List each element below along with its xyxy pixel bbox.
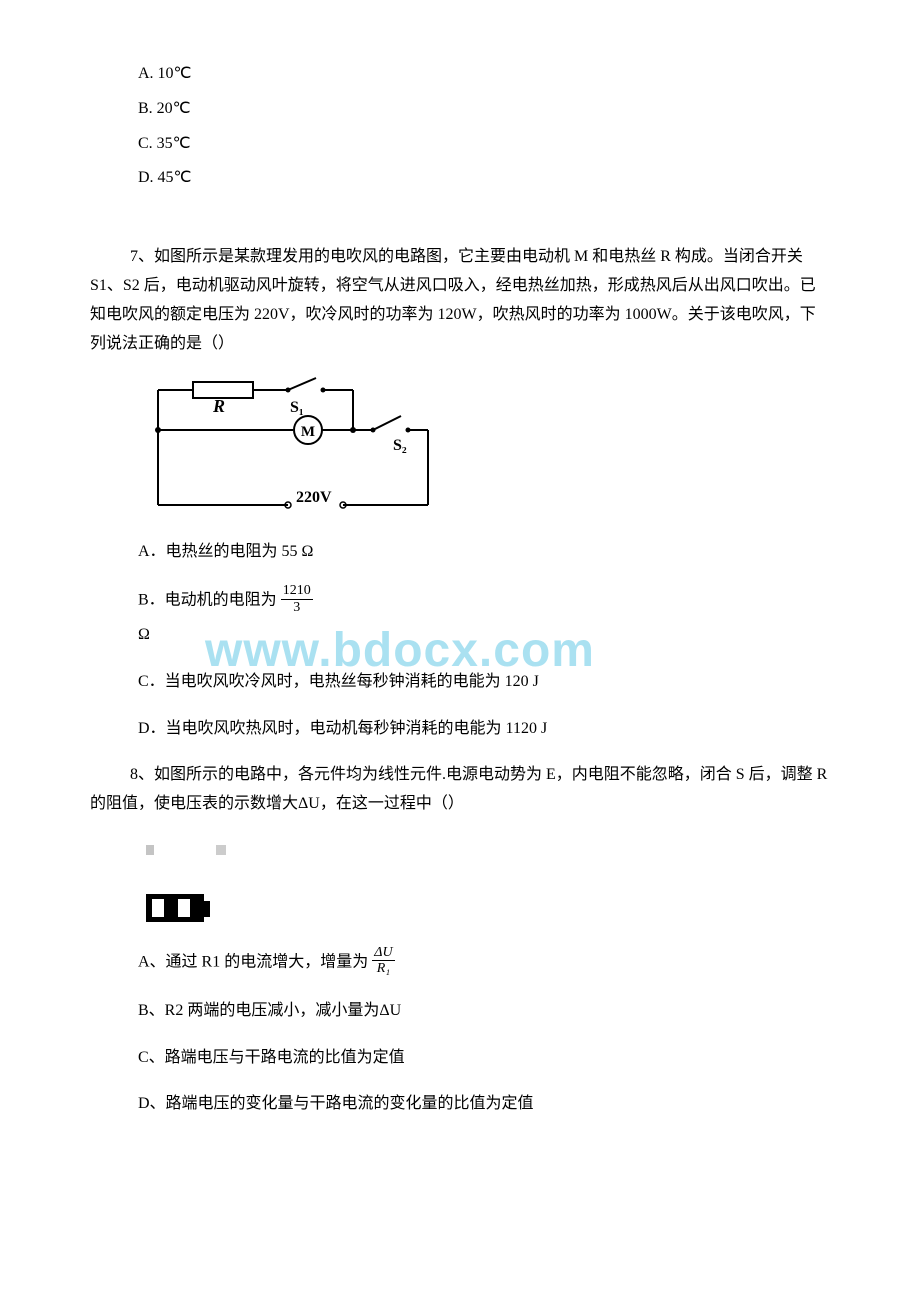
q6-option-d: D. 45℃ — [138, 164, 830, 193]
frac2-den: R₁ — [372, 961, 394, 976]
q7-option-b-unit: Ω — [138, 621, 830, 650]
q8-option-a-prefix: A、通过 R1 的电流增大，增量为 — [138, 954, 368, 971]
q7-option-a: A．电热丝的电阻为 55 Ω — [138, 538, 830, 567]
q6-options: A. 10℃ B. 20℃ C. 35℃ D. 45℃ — [138, 60, 830, 193]
q7-circuit-figure: R S₁ S₂ M 220V — [138, 370, 830, 520]
q8-circuit-figure — [138, 839, 830, 929]
q6-option-a: A. 10℃ — [138, 60, 830, 89]
frac-num: 1210 — [281, 583, 313, 599]
q6-option-b: B. 20℃ — [138, 95, 830, 124]
q8-text: 8、如图所示的电路中，各元件均为线性元件.电源电动势为 E，内电阻不能忽略，闭合… — [90, 761, 830, 819]
q7-option-b-fraction: 1210 3 — [281, 583, 313, 615]
q8-option-a-fraction: ΔU R₁ — [372, 945, 394, 977]
q7-option-d: D．当电吹风吹热风时，电动机每秒钟消耗的电能为 1120 J — [138, 715, 830, 744]
q7-option-b-prefix: B．电动机的电阻为 — [138, 592, 277, 609]
frac2-num: ΔU — [372, 945, 394, 961]
q7-option-c: C．当电吹风吹冷风时，电热丝每秒钟消耗的电能为 120 J — [138, 668, 830, 697]
q8-option-d: D、路端电压的变化量与干路电流的变化量的比值为定值 — [138, 1090, 830, 1119]
q7-text: 7、如图所示是某款理发用的电吹风的电路图，它主要由电动机 M 和电热丝 R 构成… — [90, 243, 830, 358]
q8-option-c: C、路端电压与干路电流的比值为定值 — [138, 1044, 830, 1073]
circuit-v-label: 220V — [296, 489, 332, 506]
circuit-r-label: R — [212, 396, 225, 416]
circuit-s1-label: S₁ — [290, 399, 304, 416]
frac-den: 3 — [281, 600, 313, 615]
q8-option-b: B、R2 两端的电压减小，减小量为ΔU — [138, 997, 830, 1026]
circuit-s2-label: S₂ — [393, 437, 407, 454]
q8-option-a: A、通过 R1 的电流增大，增量为 ΔU R₁ — [138, 947, 830, 979]
q7-option-b: B．电动机的电阻为 1210 3 — [138, 585, 830, 617]
q6-option-c: C. 35℃ — [138, 130, 830, 159]
circuit-m-label: M — [301, 424, 315, 440]
